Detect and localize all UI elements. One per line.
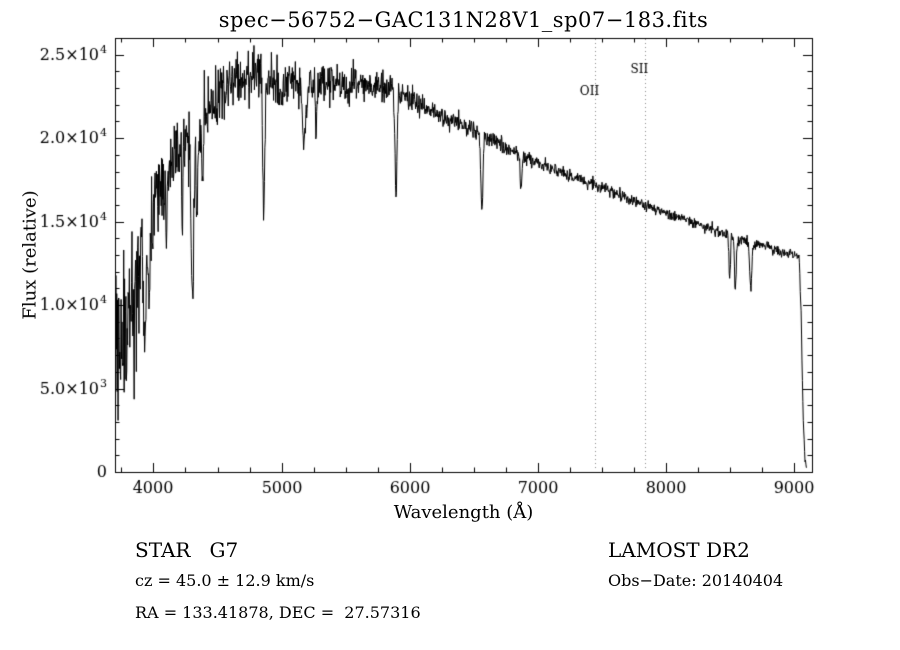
chart-title: spec−56752−GAC131N28V1_sp07−183.fits [218,8,709,32]
x-axis-label: Wavelength (Å) [393,502,534,523]
y-axis-label: Flux (relative) [19,190,41,320]
ra-dec-label: RA = 133.41878, DEC = 27.57316 [135,603,421,622]
survey-label: LAMOST DR2 [608,538,750,562]
cz-value-label: cz = 45.0 ± 12.9 km/s [135,571,315,590]
obs-date-label: Obs−Date: 20140404 [608,571,784,590]
object-class-label: STAR G7 [135,538,239,562]
